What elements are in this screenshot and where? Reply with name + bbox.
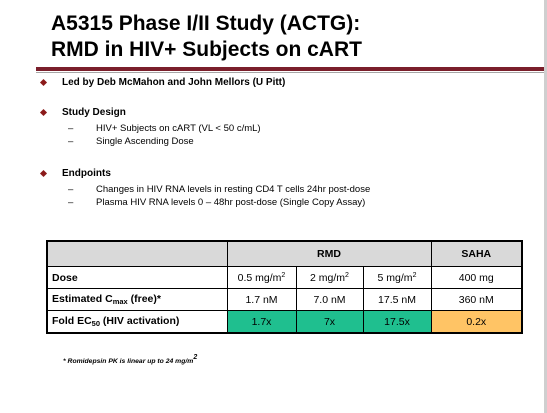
label-text: Fold EC <box>52 315 92 327</box>
table-cell: 0.5 mg/m2 <box>226 266 297 289</box>
row-label-cmax: Estimated Cmax (free)* <box>46 288 228 311</box>
row-label-dose: Dose <box>46 266 228 289</box>
table-cell-highlight: 1.7x <box>226 310 297 334</box>
title-underline <box>36 67 544 71</box>
dosing-table: RMD SAHA Dose 0.5 mg/m2 2 mg/m2 5 mg/m2 … <box>46 240 524 334</box>
dash-marker: – <box>68 197 74 208</box>
sub-item: – Changes in HIV RNA levels in resting C… <box>36 183 536 196</box>
dash-marker: – <box>68 123 74 134</box>
sub-list: – HIV+ Subjects on cART (VL < 50 c/mL) –… <box>36 122 536 148</box>
bullet-list: Led by Deb McMahon and John Mellors (U P… <box>36 76 536 209</box>
diamond-bullet-icon <box>39 108 48 117</box>
sub-item-text: HIV+ Subjects on cART (VL < 50 c/mL) <box>96 123 261 134</box>
dose-value: 2 mg/m <box>310 271 346 284</box>
label-subscript: 50 <box>91 319 101 328</box>
label-text: (free)* <box>127 293 161 305</box>
dash-marker: – <box>68 184 74 195</box>
bullet-text: Study Design <box>62 107 126 118</box>
sub-item: – HIV+ Subjects on cART (VL < 50 c/mL) <box>36 122 536 135</box>
dose-superscript: 2 <box>281 271 286 279</box>
sub-item-text: Plasma HIV RNA levels 0 – 48hr post-dose… <box>96 197 366 208</box>
sub-item-text: Single Ascending Dose <box>96 136 194 147</box>
label-subscript: max <box>112 297 128 306</box>
slide-title: A5315 Phase I/II Study (ACTG): RMD in HI… <box>51 11 362 63</box>
table-row-dose: Dose 0.5 mg/m2 2 mg/m2 5 mg/m2 400 mg <box>46 266 523 289</box>
row-label-fold: Fold EC50 (HIV activation) <box>46 310 228 334</box>
table-cell-saha: 360 nM <box>430 288 523 311</box>
dose-value: 0.5 mg/m <box>237 271 282 284</box>
table-header-row: RMD SAHA <box>46 240 523 267</box>
footnote-text: * Romidepsin PK is linear up to 24 mg/m <box>63 358 194 365</box>
table-cell: 5 mg/m2 <box>362 266 432 289</box>
diamond-bullet-icon <box>39 78 48 87</box>
window-edge <box>544 0 547 413</box>
sub-item-text: Changes in HIV RNA levels in resting CD4… <box>96 184 371 195</box>
sub-item: – Plasma HIV RNA levels 0 – 48hr post-do… <box>36 196 536 209</box>
table-cell-highlight: 17.5x <box>362 310 432 334</box>
footnote: * Romidepsin PK is linear up to 24 mg/m2 <box>63 354 197 365</box>
bullet-item: Study Design <box>36 106 536 120</box>
dose-value: 5 mg/m <box>377 271 413 284</box>
bullet-text: Endpoints <box>62 168 111 179</box>
bullet-item: Endpoints <box>36 167 536 181</box>
dose-superscript: 2 <box>345 271 349 279</box>
table-header-saha: SAHA <box>430 240 523 267</box>
label-text: (HIV activation) <box>100 315 180 327</box>
title-line-2: RMD in HIV+ Subjects on cART <box>51 38 362 61</box>
table-cell-saha: 400 mg <box>430 266 523 289</box>
dose-superscript: 2 <box>412 271 417 279</box>
title-line-1: A5315 Phase I/II Study (ACTG): <box>51 12 361 35</box>
dash-marker: – <box>68 136 74 147</box>
table-row-fold: Fold EC50 (HIV activation) 1.7x 7x 17.5x… <box>46 310 523 334</box>
diamond-bullet-icon <box>39 169 48 178</box>
table-cell: 7.0 nM <box>295 288 364 311</box>
table-header-blank <box>46 240 228 267</box>
footnote-superscript: 2 <box>193 354 198 361</box>
table-cell: 2 mg/m2 <box>295 266 364 289</box>
table-cell: 1.7 nM <box>226 288 297 311</box>
table-cell-saha-highlight: 0.2x <box>430 310 523 334</box>
table-row-cmax: Estimated Cmax (free)* 1.7 nM 7.0 nM 17.… <box>46 288 523 311</box>
bullet-item: Led by Deb McMahon and John Mellors (U P… <box>36 76 536 90</box>
label-text: Estimated C <box>52 293 113 305</box>
table-header-rmd: RMD <box>226 240 432 267</box>
sub-list: – Changes in HIV RNA levels in resting C… <box>36 183 536 209</box>
sub-item: – Single Ascending Dose <box>36 135 536 148</box>
table-cell: 17.5 nM <box>362 288 432 311</box>
title-underline-shadow <box>36 72 544 73</box>
bullet-text: Led by Deb McMahon and John Mellors (U P… <box>62 77 286 88</box>
table-cell-highlight: 7x <box>295 310 364 334</box>
